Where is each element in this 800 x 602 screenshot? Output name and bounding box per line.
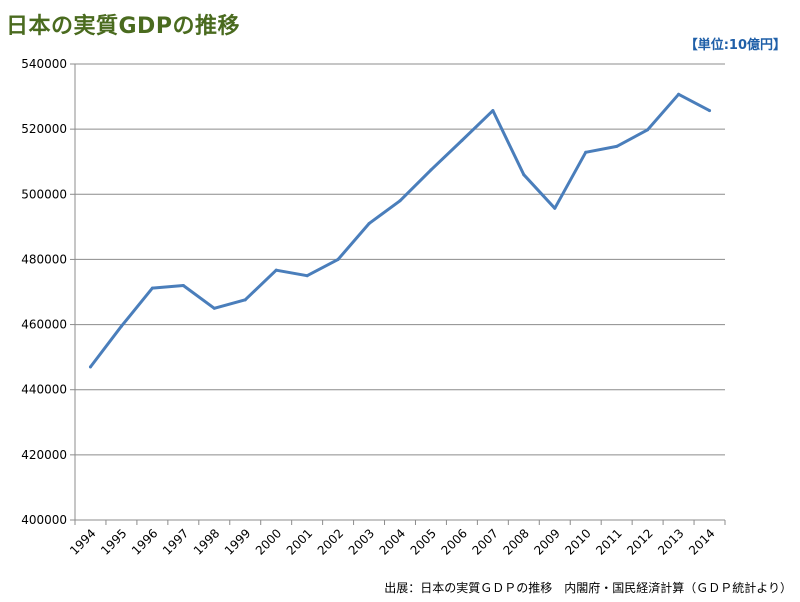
- x-tick-label: 1997: [160, 526, 191, 557]
- y-tick-label: 540000: [21, 57, 67, 71]
- x-tick-label: 1995: [98, 526, 129, 557]
- data-point: [615, 144, 619, 148]
- data-point: [150, 286, 154, 290]
- data-point: [119, 324, 123, 328]
- x-tick-label: 2000: [253, 526, 284, 557]
- data-point: [708, 109, 712, 113]
- y-tick-label: 500000: [21, 187, 67, 201]
- unit-label: 【単位:10億円】: [684, 38, 786, 53]
- x-tick-label: 1996: [129, 526, 160, 557]
- x-tick-label: 2010: [562, 526, 593, 557]
- x-tick-label: 2014: [686, 526, 717, 557]
- source-note: 出展：日本の実質ＧＤＰの推移 内閣府・国民経済計算（ＧＤＰ統計より）: [384, 581, 792, 595]
- y-tick-label: 400000: [21, 513, 67, 527]
- x-tick-label: 2005: [408, 526, 439, 557]
- data-point: [584, 150, 588, 154]
- x-tick-label: 2012: [624, 526, 655, 557]
- data-point: [243, 298, 247, 302]
- data-point: [491, 109, 495, 113]
- chart-title: 日本の実質GDPの推移: [6, 14, 240, 39]
- x-tick-label: 1999: [222, 526, 253, 557]
- y-tick-label: 440000: [21, 383, 67, 397]
- y-tick-label: 520000: [21, 122, 67, 136]
- x-tick-label: 2002: [315, 526, 346, 557]
- x-tick-label: 2011: [593, 526, 624, 557]
- data-point: [88, 365, 92, 369]
- x-tick-label: 2003: [346, 526, 377, 557]
- y-tick-label: 460000: [21, 318, 67, 332]
- x-tick-label: 1994: [67, 526, 98, 557]
- x-tick-label: 1998: [191, 526, 222, 557]
- x-tick-label: 2013: [655, 526, 686, 557]
- y-tick-label: 480000: [21, 252, 67, 266]
- y-tick-label: 420000: [21, 448, 67, 462]
- data-point: [522, 173, 526, 177]
- x-tick-label: 2009: [531, 526, 562, 557]
- data-point: [553, 206, 557, 210]
- data-point: [181, 283, 185, 287]
- x-tick-label: 2008: [500, 526, 531, 557]
- data-point: [367, 222, 371, 226]
- data-point: [677, 92, 681, 96]
- x-tick-label: 2004: [377, 526, 408, 557]
- data-point: [646, 128, 650, 132]
- series-line: [89, 92, 711, 369]
- data-point: [429, 168, 433, 172]
- data-point: [460, 139, 464, 143]
- data-point: [398, 199, 402, 203]
- x-tick-label: 2006: [439, 526, 470, 557]
- data-point: [274, 268, 278, 272]
- x-tick-label: 2001: [284, 526, 315, 557]
- data-point: [336, 257, 340, 261]
- data-point: [212, 306, 216, 310]
- data-point: [305, 274, 309, 278]
- x-tick-label: 2007: [469, 526, 500, 557]
